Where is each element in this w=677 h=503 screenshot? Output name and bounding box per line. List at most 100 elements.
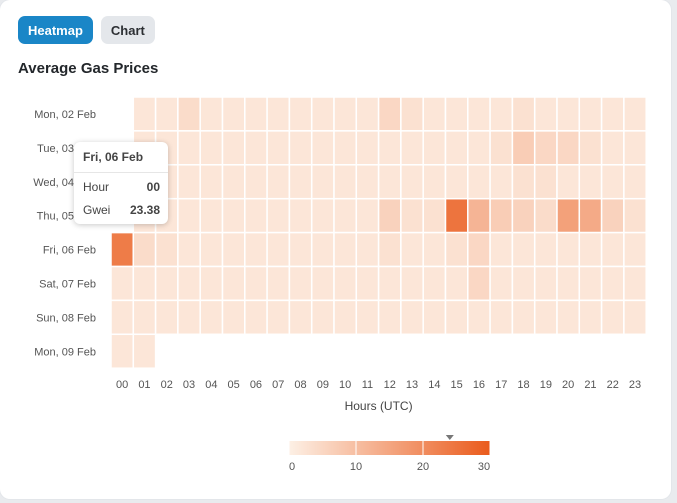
heatmap-cell[interactable] [333,164,358,200]
heatmap-cell[interactable] [467,96,491,132]
heatmap-cell[interactable] [288,231,313,268]
heatmap-cell[interactable] [177,96,201,132]
heatmap-cell[interactable] [422,130,447,166]
heatmap-cell[interactable] [355,130,380,166]
heatmap-cell[interactable] [489,231,514,268]
heatmap-cell[interactable] [467,130,491,166]
heatmap-cell[interactable] [355,197,380,234]
heatmap-cell[interactable] [333,197,358,234]
heatmap-cell[interactable] [422,231,447,268]
heatmap-cell[interactable] [489,96,514,132]
heatmap-cell[interactable] [177,197,201,234]
heatmap-cell[interactable] [377,130,402,166]
heatmap-cell[interactable] [377,197,402,234]
heatmap-cell[interactable] [533,197,558,234]
heatmap-cell[interactable] [600,197,625,234]
heatmap-cell[interactable] [154,265,179,302]
heatmap-cell[interactable] [444,130,469,166]
heatmap-cell[interactable] [400,265,424,302]
heatmap-cell[interactable] [355,231,380,268]
heatmap-cell[interactable] [244,130,268,166]
heatmap-cell[interactable] [578,96,603,132]
heatmap-cell[interactable] [310,299,335,336]
heatmap-cell[interactable] [422,96,447,132]
heatmap-cell[interactable] [556,96,581,132]
heatmap-cell[interactable] [400,164,424,200]
heatmap-cell[interactable] [333,231,358,268]
heatmap-cell[interactable] [533,265,558,302]
heatmap-cell[interactable] [266,130,291,166]
heatmap-cell[interactable] [288,197,313,234]
heatmap-cell[interactable] [400,96,424,132]
heatmap-cell[interactable] [467,231,491,268]
heatmap-cell[interactable] [154,96,179,132]
heatmap-cell[interactable] [489,130,514,166]
heatmap-cell[interactable] [154,299,179,336]
heatmap-cell[interactable] [556,265,581,302]
heatmap-cell[interactable] [266,197,291,234]
heatmap-cell[interactable] [422,299,447,336]
heatmap-cell[interactable] [511,231,536,268]
heatmap-cell[interactable] [199,130,224,166]
heatmap-cell[interactable] [533,130,558,166]
heatmap-cell[interactable] [333,130,358,166]
heatmap-cell[interactable] [489,197,514,234]
heatmap-cell[interactable] [578,164,603,200]
tab-chart[interactable]: Chart [100,16,155,44]
heatmap-cell[interactable] [377,265,402,302]
heatmap-cell[interactable] [110,299,135,336]
heatmap-cell[interactable] [400,299,424,336]
heatmap-cell[interactable] [467,164,491,200]
heatmap-cell[interactable] [444,197,469,234]
heatmap-cell[interactable] [221,265,246,302]
heatmap-cell[interactable] [578,299,603,336]
heatmap-cell[interactable] [511,130,536,166]
heatmap-cell[interactable] [177,265,201,302]
heatmap-cell[interactable] [556,130,581,166]
heatmap-cell[interactable] [533,231,558,268]
heatmap-cell[interactable] [177,130,201,166]
heatmap-cell[interactable] [600,265,625,302]
heatmap-cell[interactable] [578,130,603,166]
heatmap-cell[interactable] [355,96,380,132]
heatmap-cell[interactable] [244,197,268,234]
heatmap-cell[interactable] [422,197,447,234]
heatmap-cell[interactable] [199,299,224,336]
heatmap-cell[interactable] [199,96,224,132]
heatmap-cell[interactable] [199,164,224,200]
heatmap-cell[interactable] [266,231,291,268]
heatmap-cell[interactable] [244,299,268,336]
heatmap-cell[interactable] [221,197,246,234]
heatmap-cell[interactable] [489,299,514,336]
heatmap-cell[interactable] [221,130,246,166]
heatmap-cell[interactable] [444,265,469,302]
tab-heatmap[interactable]: Heatmap [18,16,93,44]
heatmap-cell[interactable] [511,197,536,234]
heatmap-cell[interactable] [288,299,313,336]
heatmap-cell[interactable] [623,299,647,336]
heatmap-cell[interactable] [355,265,380,302]
heatmap-cell[interactable] [377,96,402,132]
heatmap-cell[interactable] [578,231,603,268]
heatmap-cell[interactable] [623,96,647,132]
heatmap-cell[interactable] [310,231,335,268]
heatmap-cell[interactable] [132,231,157,268]
heatmap-cell[interactable] [221,164,246,200]
heatmap-cell[interactable] [288,130,313,166]
heatmap-cell[interactable] [556,197,581,234]
heatmap-cell[interactable] [244,164,268,200]
heatmap-cell[interactable] [533,299,558,336]
heatmap-cell[interactable] [288,164,313,200]
heatmap-cell[interactable] [422,265,447,302]
heatmap-cell[interactable] [400,130,424,166]
heatmap-cell[interactable] [511,164,536,200]
heatmap-cell[interactable] [623,231,647,268]
heatmap-cell[interactable] [578,265,603,302]
heatmap-cell[interactable] [511,96,536,132]
heatmap-cell[interactable] [244,96,268,132]
heatmap-cell[interactable] [310,130,335,166]
heatmap-cell[interactable] [623,197,647,234]
heatmap-cell[interactable] [467,299,491,336]
heatmap-cell[interactable] [623,130,647,166]
heatmap-cell[interactable] [177,231,201,268]
